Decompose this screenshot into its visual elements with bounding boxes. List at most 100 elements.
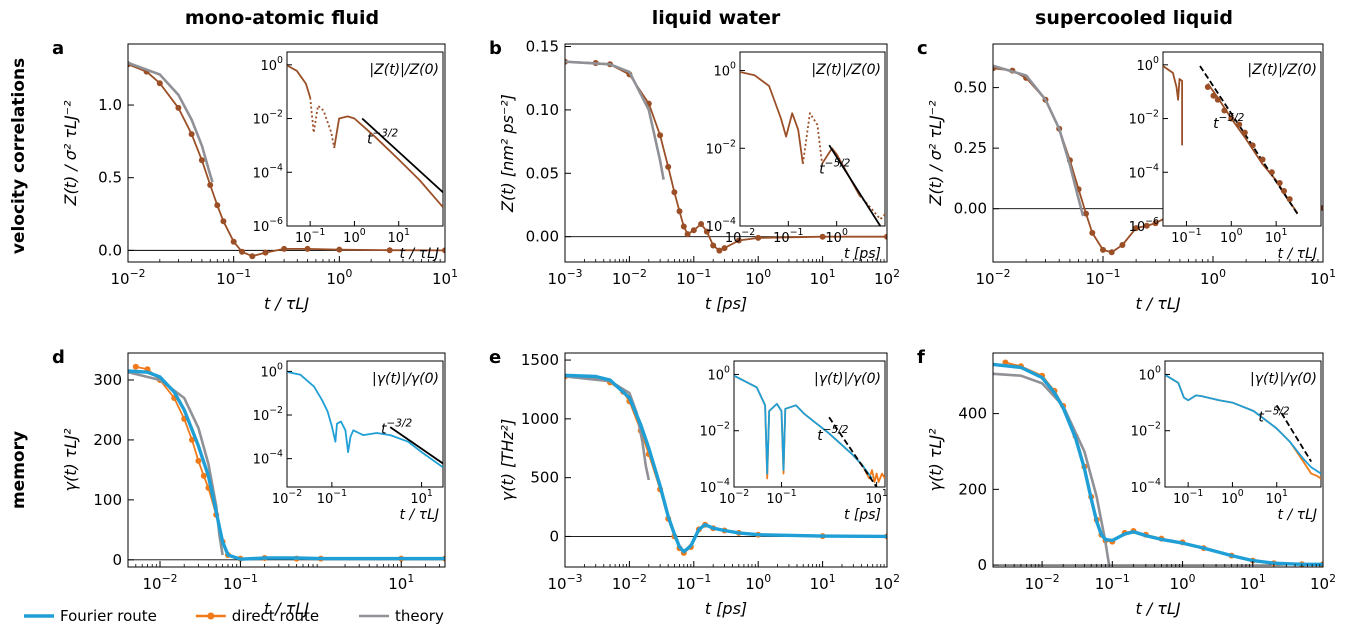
inset-f: 10−1 100 101 100 10−2 10−4 |γ(t)|/γ(0) t / τLJ t… (1131, 360, 1322, 523)
y-tick-label: 0.15 (526, 38, 559, 56)
panel-a: a 10−2 10−1 100 101 0.0 0.5 1.0 t / τLJ Z(t) / σ²… (52, 38, 458, 313)
panel-f: f 10−2 10−1 100 101 102 0 200 400 t / τLJ γ(t) τLJ… (917, 347, 1336, 618)
panel-b: b 10−3 10−2 10−1 100 101 102 0.00 0.05 0.10 0.15 t … (489, 38, 900, 313)
y-tick-label: 1.0 (98, 96, 122, 114)
inset-point (1214, 96, 1221, 103)
axes-frame (564, 352, 888, 568)
y-tick-label: 0 (112, 551, 122, 569)
column-title-liquid-water: liquid water (652, 7, 781, 29)
inset-line-fit (361, 117, 443, 193)
inset-x-label: t / τLJ (400, 507, 439, 523)
legend-item-fourier-route: Fourier route (24, 607, 157, 625)
series-vacf-point (386, 247, 393, 254)
inset-c: 10−1 100 101 100 10−2 10−4 10−6 |Z(t)|/Z(0) t / … (1129, 51, 1322, 262)
series-vacf-point (721, 245, 728, 252)
y-tick-label: 0.5 (98, 169, 122, 187)
column-title-mono-atomic: mono-atomic fluid (185, 7, 379, 29)
x-tick-label: 10−2 (110, 267, 145, 288)
series-vacf-point (690, 227, 697, 234)
inset-y-tick-label: 100 (1139, 364, 1162, 383)
x-tick-label: 10−2 (612, 267, 647, 288)
series-vacf-point (281, 245, 288, 252)
y-axis-label: γ(t) [THz²] (498, 419, 517, 501)
legend-item-theory: theory (359, 607, 444, 625)
inset-y-tick-label: 10−4 (1129, 162, 1159, 181)
inset-point (1221, 107, 1228, 114)
inset-x-label: t [ps] (844, 246, 881, 262)
inset-frame (733, 360, 886, 488)
x-tick-label: 10−1 (216, 267, 251, 288)
series-vacf-point (676, 208, 683, 215)
series-vacf-point (214, 202, 221, 209)
inset-plot-area (287, 371, 443, 469)
x-axis-label: t [ps] (705, 294, 747, 313)
series-vacf-point (819, 233, 826, 240)
y-axis-label: Z(t) / σ² τLJ⁻² (926, 100, 945, 207)
inset-point (1249, 142, 1256, 149)
inset-x-tick-label: 10−2 (719, 488, 749, 507)
series-vacf-point (1089, 229, 1096, 236)
x-tick-label: 100 (326, 267, 352, 288)
series-vacf-point (230, 238, 237, 245)
inset-x-tick-label: 10−1 (1171, 227, 1201, 246)
power-law-label: t−5/2 (1258, 405, 1290, 425)
y-axis-label: γ(t) τLJ² (926, 428, 945, 492)
y-tick-label: 0.00 (954, 200, 987, 218)
inset-point (1276, 180, 1283, 186)
inset-title: |γ(t)|/γ(0) (372, 371, 439, 387)
inset-y-tick-label: 100 (261, 55, 284, 74)
plot-area-d (128, 363, 445, 562)
series-vacf-point (716, 247, 723, 254)
inset-y-tick-label: 10−2 (253, 109, 283, 128)
x-tick-label: 10−1 (223, 572, 258, 593)
inset-x-tick-label: 101 (1265, 227, 1288, 246)
y-tick-label: 400 (958, 405, 987, 423)
inset-title: |Z(t)|/Z(0) (1247, 62, 1317, 78)
x-tick-label: 10−1 (1095, 572, 1130, 593)
x-axis-label: t / τLJ (1135, 294, 1180, 313)
inset-x-tick-label: 10−1 (317, 488, 347, 507)
axes-frame (127, 43, 446, 263)
plot-area-a (128, 61, 445, 260)
y-axis-label: Z(t) / σ² τLJ⁻² (61, 100, 80, 207)
panel-label-c: c (917, 38, 928, 59)
inset-y-tick-label: 10−2 (253, 405, 283, 424)
inset-x-tick-label: 100 (343, 227, 366, 246)
inset-frame (286, 51, 444, 227)
inset-plot-area (740, 71, 885, 226)
inset-line-vacf (859, 195, 885, 221)
series-vacf-point (175, 104, 182, 111)
row-title-memory: memory (9, 431, 29, 509)
y-tick-label: 100 (93, 491, 122, 509)
axes-frame (992, 43, 1324, 263)
inset-point (1281, 188, 1287, 194)
power-law-label: t−5/2 (819, 158, 851, 178)
series-vacf-point (304, 245, 311, 252)
inset-x-label: t / τLJ (400, 246, 439, 262)
inset-x-tick-label: 101 (865, 488, 888, 507)
inset-line-fit (1275, 404, 1312, 463)
inset-title: |γ(t)|/γ(0) (1250, 371, 1317, 387)
panel-label-b: b (489, 38, 502, 59)
y-tick-label: 200 (93, 431, 122, 449)
panel-e: e 10−3 10−2 10−1 100 101 102 0 500 1000 1500 t [ps]… (489, 347, 900, 618)
power-law-label: t−5/2 (1213, 112, 1245, 132)
inset-x-tick-label: 100 (1220, 227, 1243, 246)
inset-x-tick-label: 10−2 (725, 227, 755, 246)
series-theory-line (128, 61, 214, 183)
series-theory-line (993, 64, 1085, 217)
inset-y-tick-label: 100 (261, 361, 284, 380)
series-theory-line (993, 372, 1111, 566)
x-axis-label: t / τLJ (264, 599, 309, 618)
inset-x-tick-label: 10−1 (773, 227, 803, 246)
x-tick-label: 100 (745, 572, 771, 593)
inset-y-tick-label: 10−4 (1131, 477, 1161, 496)
power-law-label: t−3/2 (381, 417, 413, 437)
inset-frame (1162, 51, 1322, 227)
x-tick-label: 101 (810, 267, 836, 288)
series-direct-point (200, 472, 207, 479)
x-tick-label: 10−1 (676, 572, 711, 593)
series-vacf-point (710, 242, 717, 249)
